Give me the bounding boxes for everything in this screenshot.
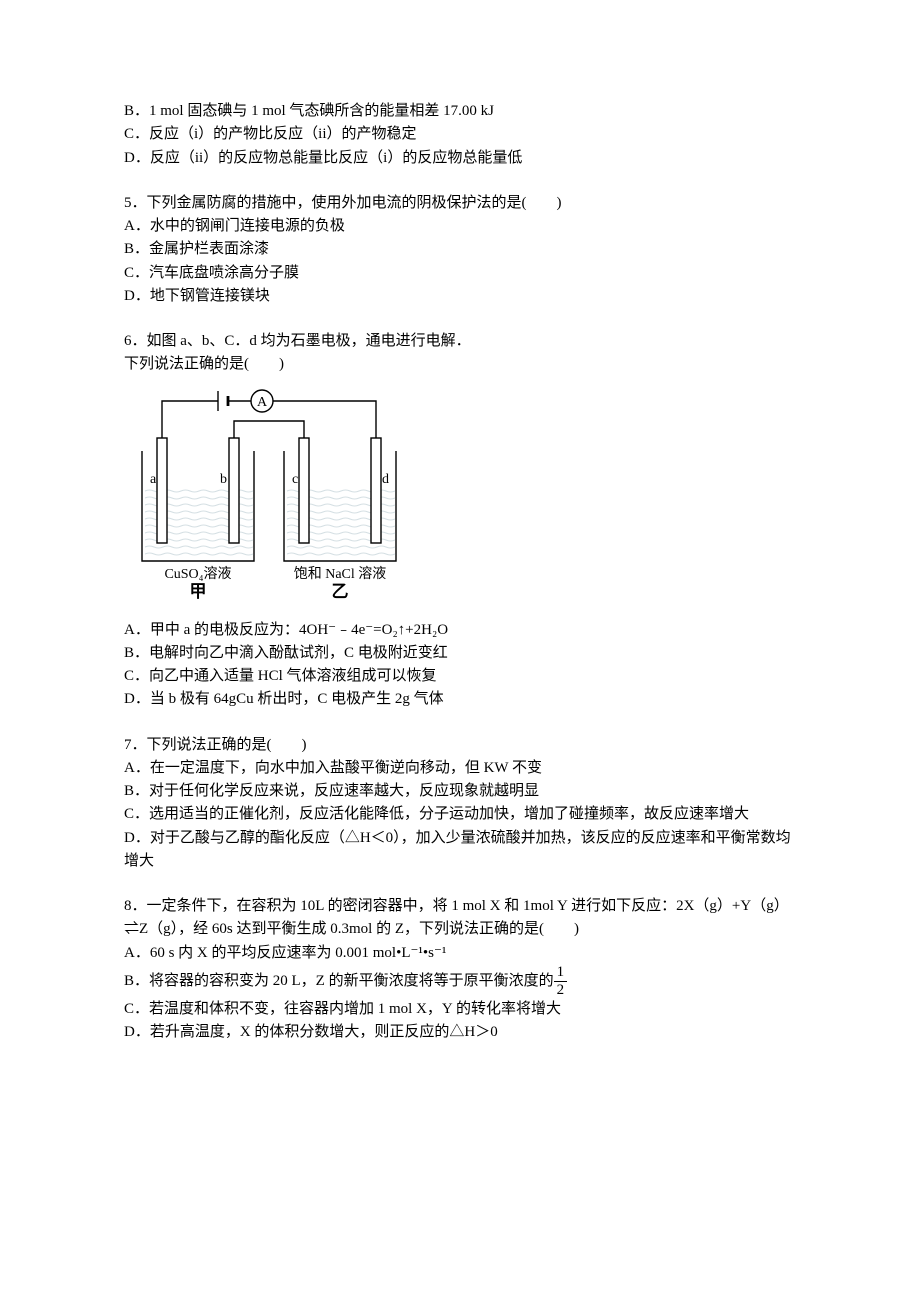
question-4-tail: B．1 mol 固态碘与 1 mol 气态碘所含的能量相差 17.00 kJ C… xyxy=(124,100,796,170)
q6-option-b: B．电解时向乙中滴入酚酞试剂，C 电极附近变红 xyxy=(124,642,796,665)
q8-stem: 8．一定条件下，在容积为 10L 的密闭容器中，将 1 mol X 和 1mol… xyxy=(124,895,796,942)
q7-option-c: C．选用适当的正催化剂，反应活化能降低，分子运动加快，增加了碰撞频率，故反应速率… xyxy=(124,803,796,826)
q5-stem: 5．下列金属防腐的措施中，使用外加电流的阴极保护法的是( ) xyxy=(124,192,796,215)
svg-text:b: b xyxy=(220,472,227,487)
svg-text:CuSO₄溶液: CuSO₄溶液 xyxy=(164,566,231,582)
q8-option-a: A．60 s 内 X 的平均反应速率为 0.001 mol•L⁻¹•s⁻¹ xyxy=(124,942,796,965)
q5-option-a: A．水中的钢闸门连接电源的负极 xyxy=(124,215,796,238)
q5-option-d: D．地下钢管连接镁块 xyxy=(124,285,796,308)
question-5: 5．下列金属防腐的措施中，使用外加电流的阴极保护法的是( ) A．水中的钢闸门连… xyxy=(124,192,796,308)
question-8: 8．一定条件下，在容积为 10L 的密闭容器中，将 1 mol X 和 1mol… xyxy=(124,895,796,1044)
svg-text:c: c xyxy=(292,472,298,487)
q6-diagram: Aa b c d CuSO₄溶液甲 饱和 NaCl 溶液乙 xyxy=(124,383,424,613)
q8-option-b: B．将容器的容积变为 20 L，Z 的新平衡浓度将等于原平衡浓度的12 xyxy=(124,965,796,998)
question-7: 7．下列说法正确的是( ) A．在一定温度下，向水中加入盐酸平衡逆向移动，但 K… xyxy=(124,734,796,874)
q8-option-b-text: B．将容器的容积变为 20 L，Z 的新平衡浓度将等于原平衡浓度的 xyxy=(124,973,554,989)
q7-stem: 7．下列说法正确的是( ) xyxy=(124,734,796,757)
q4-option-c: C．反应（i）的产物比反应（ii）的产物稳定 xyxy=(124,123,796,146)
q7-option-a: A．在一定温度下，向水中加入盐酸平衡逆向移动，但 KW 不变 xyxy=(124,757,796,780)
q5-option-b: B．金属护栏表面涂漆 xyxy=(124,238,796,261)
fraction-denominator: 2 xyxy=(554,982,568,998)
q8-option-d: D．若升高温度，X 的体积分数增大，则正反应的△H＞0 xyxy=(124,1021,796,1044)
q6-stem-1: 6．如图 a、b、C．d 均为石墨电极，通电进行电解． xyxy=(124,330,796,353)
q6-option-d: D．当 b 极有 64gCu 析出时，C 电极产生 2g 气体 xyxy=(124,688,796,711)
svg-text:甲: 甲 xyxy=(190,582,207,601)
q6-option-c: C．向乙中通入适量 HCl 气体溶液组成可以恢复 xyxy=(124,665,796,688)
svg-text:A: A xyxy=(257,395,268,410)
fraction-one-half: 12 xyxy=(554,965,568,998)
svg-text:饱和 NaCl 溶液: 饱和 NaCl 溶液 xyxy=(294,566,387,582)
svg-text:a: a xyxy=(150,472,157,487)
q7-option-b: B．对于任何化学反应来说，反应速率越大，反应现象就越明显 xyxy=(124,780,796,803)
q8-option-c: C．若温度和体积不变，往容器内增加 1 mol X，Y 的转化率将增大 xyxy=(124,998,796,1021)
fraction-numerator: 1 xyxy=(554,965,568,982)
svg-text:乙: 乙 xyxy=(332,582,349,601)
q4-option-b: B．1 mol 固态碘与 1 mol 气态碘所含的能量相差 17.00 kJ xyxy=(124,100,796,123)
q5-option-c: C．汽车底盘喷涂高分子膜 xyxy=(124,262,796,285)
svg-text:d: d xyxy=(382,472,389,487)
q6-option-a: A．甲中 a 的电极反应为：4OH⁻﹣4e⁻=O₂↑+2H₂O xyxy=(124,619,796,642)
question-6: 6．如图 a、b、C．d 均为石墨电极，通电进行电解． 下列说法正确的是( ) … xyxy=(124,330,796,712)
q4-option-d: D．反应（ii）的反应物总能量比反应（i）的反应物总能量低 xyxy=(124,147,796,170)
q6-stem-2: 下列说法正确的是( ) xyxy=(124,353,796,376)
q7-option-d: D．对于乙酸与乙醇的酯化反应（△H＜0），加入少量浓硫酸并加热，该反应的反应速率… xyxy=(124,827,796,874)
